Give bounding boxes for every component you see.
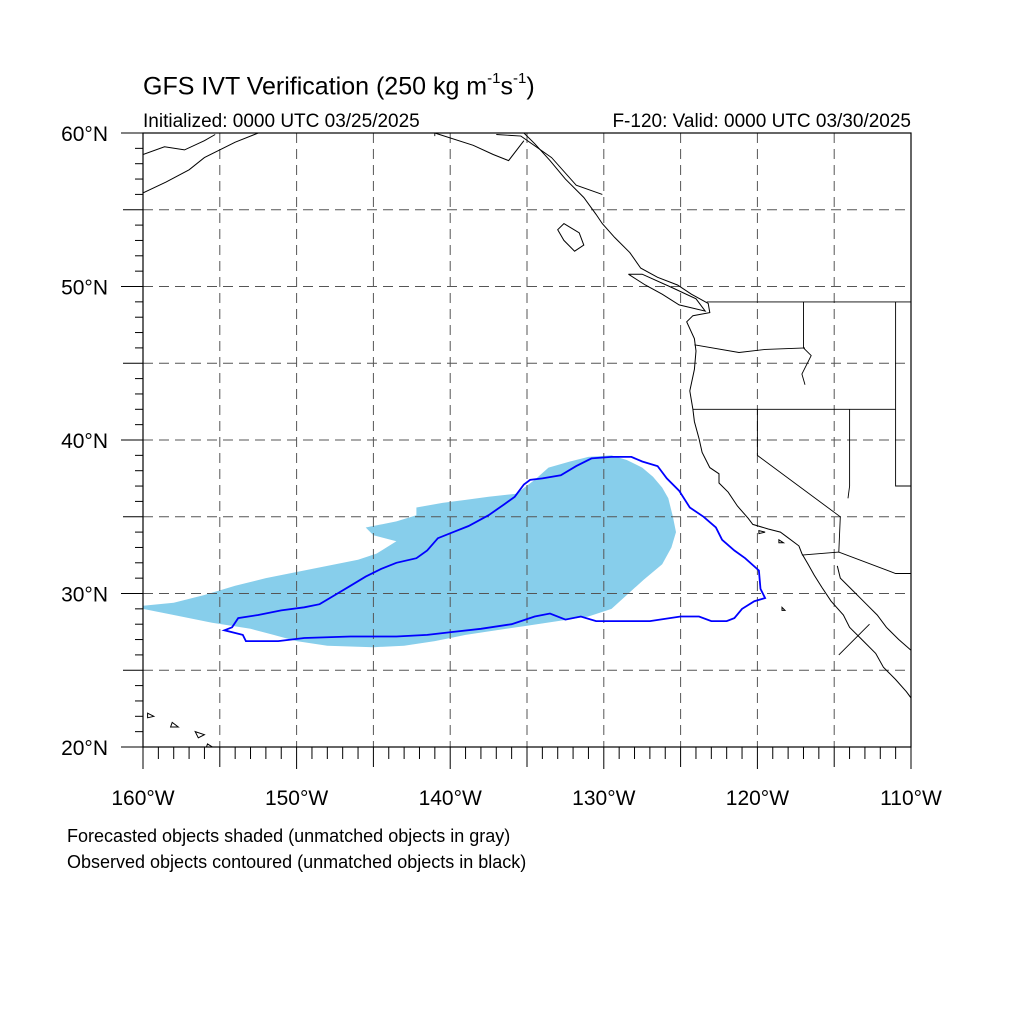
lon-label: 110°W bbox=[880, 787, 942, 810]
island-outline bbox=[169, 721, 180, 728]
coastlines-and-borders bbox=[143, 133, 911, 747]
valid-time-label: F-120: Valid: 0000 UTC 03/30/2025 bbox=[612, 111, 911, 132]
axis-ticks bbox=[121, 132, 912, 769]
lat-label: 20°N bbox=[61, 737, 108, 760]
init-time-label: Initialized: 0000 UTC 03/25/2025 bbox=[143, 111, 420, 132]
island-outline bbox=[758, 529, 766, 535]
lon-label: 120°W bbox=[726, 787, 789, 810]
lat-label: 50°N bbox=[61, 277, 108, 300]
lat-label: 60°N bbox=[61, 123, 108, 146]
observed-object-layer bbox=[221, 456, 767, 642]
observed-object-contour bbox=[221, 456, 767, 642]
political-border bbox=[801, 551, 911, 574]
lat-label: 30°N bbox=[61, 584, 108, 607]
political-border bbox=[694, 344, 806, 353]
coastline bbox=[628, 273, 707, 312]
lon-label: 150°W bbox=[265, 787, 328, 810]
island-outline bbox=[781, 606, 787, 611]
axis-tick-labels: 20°N 30°N 40°N 50°N 60°N 160°W 150°W 140°W 130°W… bbox=[61, 123, 942, 810]
lon-label: 130°W bbox=[572, 787, 635, 810]
political-border bbox=[801, 301, 812, 385]
island-outline bbox=[778, 538, 786, 544]
coastline bbox=[434, 133, 525, 162]
footnote-forecast: Forecasted objects shaded (unmatched obj… bbox=[67, 826, 511, 846]
island-outline bbox=[194, 730, 206, 739]
footnote-observed: Observed objects contoured (unmatched ob… bbox=[67, 852, 527, 872]
coastline bbox=[143, 133, 259, 194]
island-outline bbox=[557, 222, 585, 252]
figure-title: GFS IVT Verification (250 kg m-1s-1) bbox=[143, 70, 535, 101]
lon-label: 140°W bbox=[419, 787, 482, 810]
political-border bbox=[847, 409, 851, 499]
coastline bbox=[523, 133, 911, 699]
political-border bbox=[895, 409, 911, 487]
forecast-object-layer bbox=[143, 455, 676, 648]
political-border bbox=[496, 134, 603, 195]
island-outline bbox=[147, 712, 156, 719]
lon-label: 160°W bbox=[111, 787, 174, 810]
lat-label: 40°N bbox=[61, 430, 108, 453]
forecast-object-shaded bbox=[143, 455, 676, 648]
coastline bbox=[143, 134, 216, 155]
political-border bbox=[756, 409, 841, 553]
lat-lon-grid bbox=[143, 133, 911, 747]
political-border bbox=[838, 623, 870, 656]
coastline bbox=[836, 565, 911, 651]
